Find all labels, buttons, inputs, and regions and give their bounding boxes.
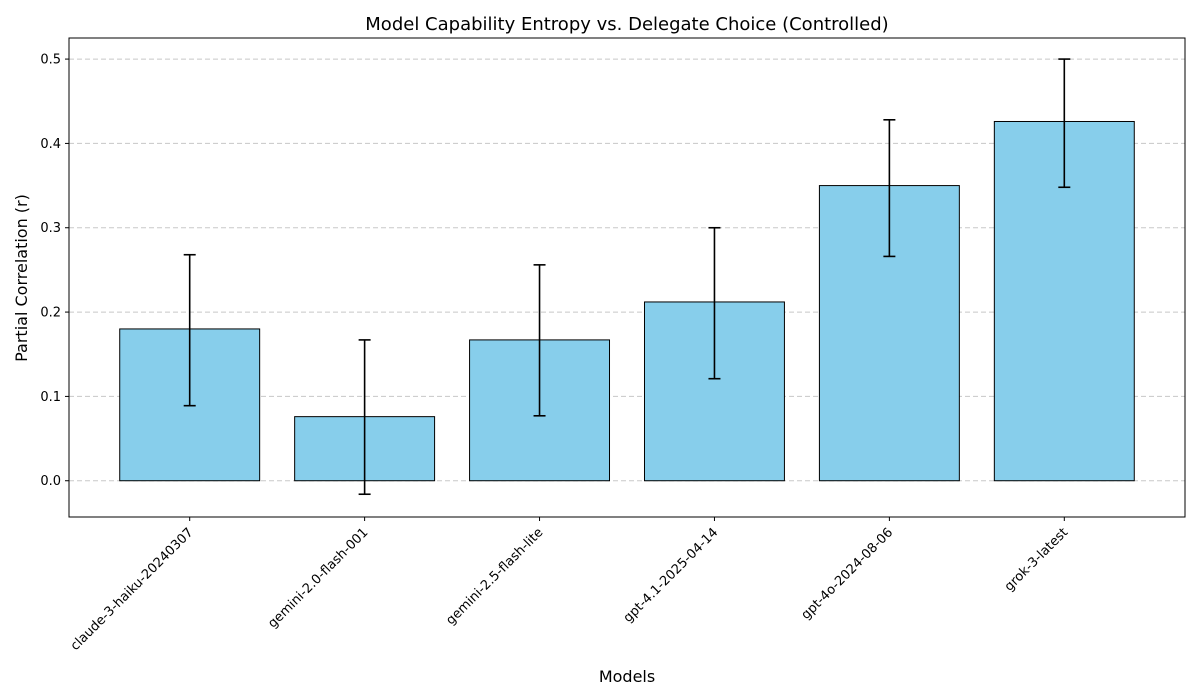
y-tick-label: 0.0 — [40, 474, 61, 489]
x-tick-label: gpt-4o-2024-08-06 — [799, 525, 897, 623]
x-tick-label: claude-3-haiku-20240307 — [68, 525, 197, 654]
x-tick-label: grok-3-latest — [1002, 525, 1071, 594]
chart-title: Model Capability Entropy vs. Delegate Ch… — [365, 14, 888, 35]
y-tick-label: 0.4 — [40, 137, 61, 152]
bars — [119, 120, 1135, 482]
x-axis: claude-3-haiku-20240307 gemini-2.0-flash-… — [68, 517, 1071, 654]
y-tick-label: 0.5 — [40, 53, 61, 68]
x-axis-label: Models — [599, 667, 655, 686]
y-axis: 0.0 0.1 0.2 0.3 0.4 0.5 — [40, 53, 69, 489]
y-axis-label: Partial Correlation (r) — [12, 194, 31, 362]
y-tick-label: 0.1 — [40, 390, 61, 405]
y-tick-label: 0.3 — [40, 221, 61, 236]
x-tick-label: gemini-2.0-flash-001 — [265, 525, 371, 631]
x-tick-label: gemini-2.5-flash-lite — [443, 525, 546, 628]
error-bars — [183, 58, 1071, 496]
y-tick-label: 0.2 — [40, 306, 61, 321]
x-tick-label: gpt-4.1-2025-04-14 — [621, 525, 722, 626]
plot-frame — [68, 37, 1186, 518]
